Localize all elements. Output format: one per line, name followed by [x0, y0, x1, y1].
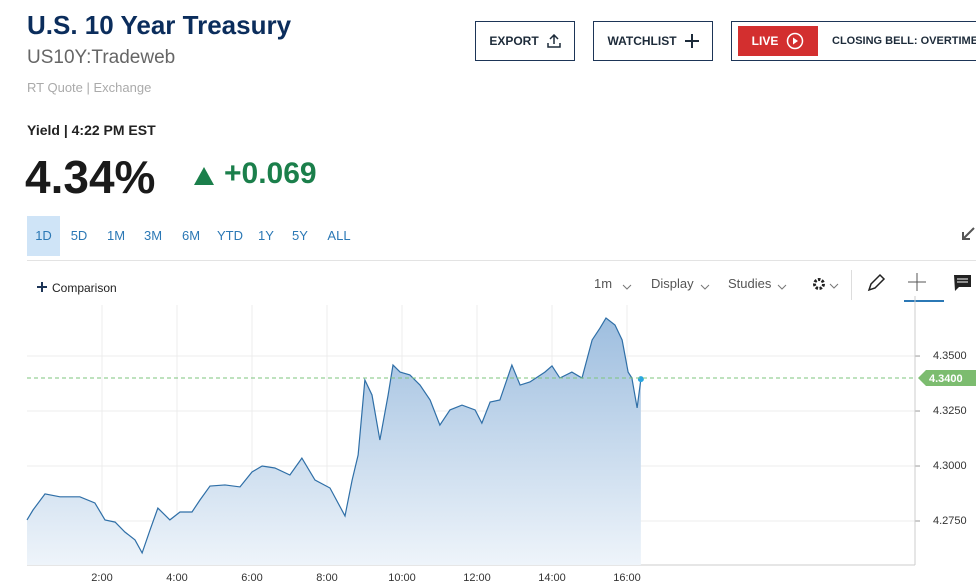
plus-icon: [684, 34, 699, 48]
export-label: EXPORT: [489, 34, 539, 48]
crosshair-icon[interactable]: [904, 270, 944, 302]
x-tick-label: 14:00: [538, 572, 566, 584]
range-button[interactable]: 1Y: [258, 228, 274, 243]
x-tick-label: 8:00: [316, 572, 337, 584]
range-button[interactable]: 6M: [181, 228, 201, 243]
x-tick-label: 16:00: [613, 572, 641, 584]
chart: 2:00 4:00 6:00 8:00 10:00 12:00 14:00 16:00 4.27…: [26, 296, 976, 584]
range-button[interactable]: 1D: [27, 216, 60, 256]
x-tick-label: 4:00: [166, 572, 187, 584]
separator: [851, 270, 852, 300]
source: RT Quote | Exchange: [27, 80, 152, 95]
live-badge: LIVE: [738, 26, 818, 56]
live-label: LIVE: [751, 34, 779, 48]
watchlist-label: WATCHLIST: [607, 34, 677, 48]
watchlist-button[interactable]: WATCHLIST: [593, 21, 713, 61]
last-value-label: 4.3400: [929, 373, 963, 385]
x-tick-label: 10:00: [388, 572, 416, 584]
y-tick-label: 4.3000: [933, 460, 967, 472]
page-title: U.S. 10 Year Treasury: [27, 10, 292, 40]
plus-icon: [37, 282, 47, 292]
divider: [27, 260, 976, 261]
caret: [777, 284, 787, 290]
studies[interactable]: Studies: [728, 276, 772, 291]
export-icon: [546, 34, 561, 48]
y-tick-label: 4.3500: [933, 350, 967, 362]
comparison[interactable]: Comparison: [52, 281, 117, 295]
play-icon: [787, 32, 804, 50]
last-value-tag: [918, 370, 976, 387]
change: +0.069: [224, 157, 317, 190]
export-button[interactable]: EXPORT: [475, 21, 575, 61]
comment-icon[interactable]: [953, 274, 973, 292]
range-button[interactable]: 5D: [70, 228, 88, 243]
range-button[interactable]: 3M: [143, 228, 163, 243]
settings-icon[interactable]: [811, 276, 841, 294]
display[interactable]: Display: [651, 276, 694, 291]
draw-icon[interactable]: [866, 273, 886, 293]
quote-label: Yield | 4:22 PM EST: [27, 122, 156, 138]
area: [27, 317, 641, 565]
range-button[interactable]: YTD: [217, 228, 243, 243]
range-button[interactable]: 1M: [106, 228, 126, 243]
x-tick-label: 12:00: [463, 572, 491, 584]
up-arrow: [194, 167, 214, 185]
live-banner[interactable]: LIVE CLOSING BELL: OVERTIME: [731, 21, 976, 61]
range-button[interactable]: 5Y: [292, 228, 308, 243]
y-tick-label: 4.3250: [933, 405, 967, 417]
last-point: [637, 376, 644, 383]
x-tick-label: 6:00: [241, 572, 262, 584]
caret: [700, 284, 710, 290]
y-tick-label: 4.2750: [933, 515, 967, 527]
range-button[interactable]: ALL: [327, 228, 351, 243]
collapse-icon[interactable]: [960, 226, 976, 242]
x-tick-label: 2:00: [91, 572, 112, 584]
banner-text: CLOSING BELL: OVERTIME: [832, 35, 976, 47]
symbol: US10Y:Tradeweb: [27, 47, 176, 68]
caret: [622, 284, 632, 290]
line: [26, 317, 642, 555]
price: 4.34%: [25, 151, 156, 203]
interval[interactable]: 1m: [594, 276, 613, 291]
